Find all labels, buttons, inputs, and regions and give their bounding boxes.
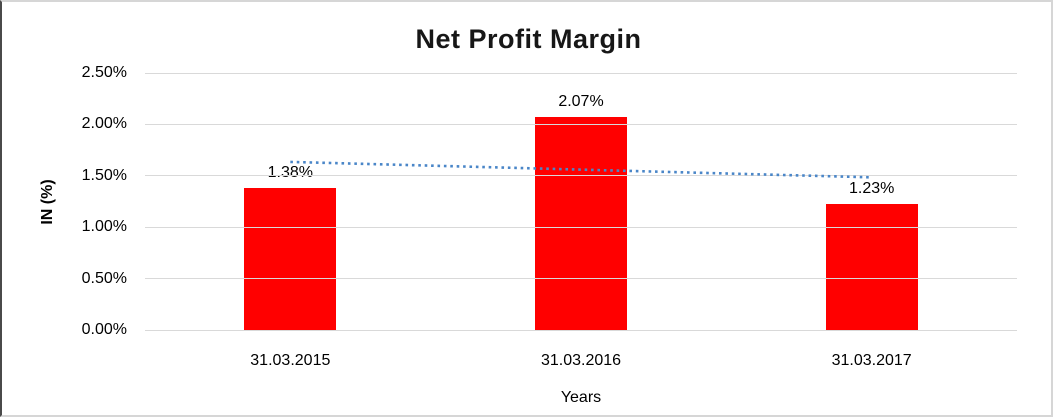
y-tick-label: 0.00% bbox=[81, 321, 127, 338]
gridline bbox=[145, 329, 1017, 331]
gridline bbox=[145, 72, 1017, 74]
bar-value-label: 1.38% bbox=[267, 164, 314, 182]
bar bbox=[535, 117, 627, 330]
x-category-label: 31.03.2015 bbox=[250, 352, 331, 369]
chart-title: Net Profit Margin bbox=[415, 24, 642, 54]
y-tick-label: 1.00% bbox=[81, 218, 127, 236]
gridline bbox=[145, 278, 1017, 280]
y-tick-label: 1.50% bbox=[81, 166, 127, 184]
y-tick-label: 2.50% bbox=[81, 64, 127, 81]
gridline bbox=[145, 226, 1017, 228]
bar bbox=[244, 188, 337, 330]
x-category-label: 31.03.2017 bbox=[831, 352, 912, 369]
bar-value-label: 1.23% bbox=[848, 179, 895, 197]
gridline bbox=[145, 123, 1017, 125]
y-tick-label: 0.50% bbox=[81, 269, 127, 287]
x-category-label: 31.03.2016 bbox=[540, 352, 622, 369]
gridline bbox=[145, 175, 1017, 177]
x-axis-title: Years bbox=[560, 389, 602, 406]
y-tick-label: 2.00% bbox=[81, 115, 127, 133]
bar-value-label: 2.07% bbox=[558, 93, 604, 111]
bar bbox=[825, 203, 918, 330]
